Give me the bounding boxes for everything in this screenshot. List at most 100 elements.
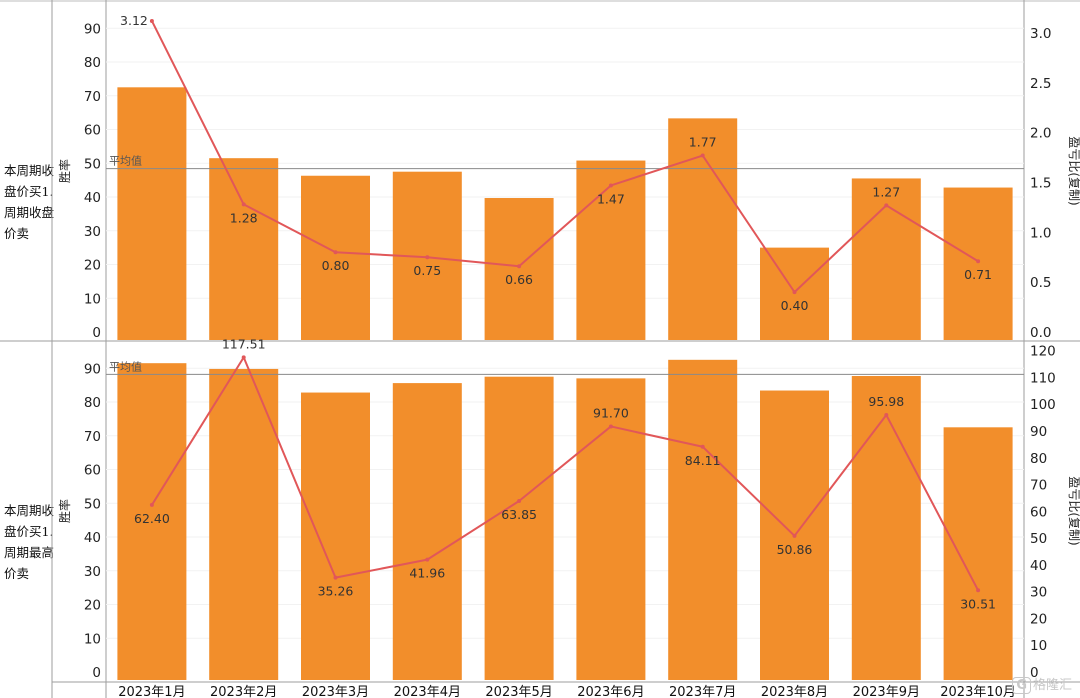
line-data-label: 3.12: [120, 13, 148, 28]
line-point: [976, 259, 981, 264]
y-tick-label: 50: [84, 496, 101, 512]
y2-tick-label: 70: [1030, 478, 1047, 494]
y2-tick-label: 3.0: [1030, 26, 1051, 42]
line-data-label: 91.70: [593, 405, 629, 420]
line-point: [517, 264, 522, 269]
bar: [392, 383, 462, 680]
y-tick-label: 0: [92, 325, 101, 341]
line-data-label: 0.66: [505, 272, 533, 287]
y2-tick-label: 100: [1030, 397, 1056, 413]
x-tick-label: 2023年1月: [118, 685, 185, 698]
y-tick-label: 90: [84, 361, 101, 377]
y2-tick-label: 1.5: [1030, 175, 1051, 191]
y2-tick-label: 0: [1030, 665, 1039, 681]
average-line-label: 平均值: [109, 155, 142, 168]
y-tick-label: 10: [84, 631, 101, 647]
x-tick-label: 2023年9月: [853, 685, 920, 698]
line-data-label: 1.28: [230, 210, 258, 225]
average-line-label: 平均值: [109, 360, 142, 373]
bar: [668, 118, 738, 340]
line-data-label: 1.27: [872, 184, 900, 199]
y2-tick-label: 110: [1030, 370, 1056, 386]
y2-tick-label: 50: [1030, 531, 1047, 547]
y2-axis-title: 盈亏比(复制): [1067, 476, 1080, 545]
bar: [484, 376, 554, 680]
y-tick-label: 80: [84, 55, 101, 71]
x-tick-label: 2023年3月: [302, 685, 369, 698]
y-tick-label: 50: [84, 156, 101, 172]
bar: [301, 175, 370, 340]
bar: [209, 158, 279, 340]
line-data-label: 50.86: [777, 542, 813, 557]
bar: [117, 363, 187, 680]
bar: [851, 376, 921, 680]
line-data-label: 62.40: [134, 511, 170, 526]
line-data-label: 84.11: [685, 453, 721, 468]
bar: [943, 427, 1013, 680]
line-point: [700, 153, 705, 158]
profit-loss-line: [151, 356, 979, 591]
x-tick-label: 2023年5月: [485, 685, 552, 698]
line-data-label: 117.51: [222, 336, 266, 351]
line-point: [792, 533, 797, 538]
line-point: [149, 18, 154, 23]
y-tick-label: 40: [84, 190, 101, 206]
line-point: [884, 412, 889, 417]
x-tick-label: 2023年4月: [394, 685, 461, 698]
y2-tick-label: 2.5: [1030, 76, 1051, 92]
line-data-label: 1.77: [689, 135, 717, 150]
bar: [943, 187, 1013, 340]
y2-tick-label: 1.0: [1030, 225, 1051, 241]
x-tick-label: 2023年8月: [761, 685, 828, 698]
line-point: [976, 588, 981, 593]
y-tick-label: 10: [84, 291, 101, 307]
line-point: [149, 502, 154, 507]
row-label-bottom: 本周期收盘价买1.周期最高价卖: [4, 503, 55, 581]
y2-tick-label: 60: [1030, 504, 1047, 520]
bar: [668, 359, 738, 680]
line-point: [517, 499, 522, 504]
line-point: [425, 557, 430, 562]
line-data-label: 0.75: [413, 263, 441, 278]
bar: [576, 378, 646, 680]
y-tick-label: 20: [84, 598, 101, 614]
bar: [301, 392, 370, 680]
row-label-top: 本周期收盘价买1.周期收盘价卖: [4, 163, 55, 241]
line-data-label: 0.40: [781, 298, 809, 313]
line-point: [241, 355, 246, 360]
line-point: [333, 250, 338, 255]
y-tick-label: 30: [84, 564, 101, 580]
y-axis-title: 胜率: [57, 159, 72, 183]
line-point: [884, 203, 889, 208]
x-tick-label: 2023年6月: [577, 685, 644, 698]
y2-tick-label: 80: [1030, 451, 1047, 467]
line-point: [608, 424, 613, 429]
y2-tick-label: 10: [1030, 638, 1047, 654]
y-tick-label: 70: [84, 89, 101, 105]
y2-tick-label: 90: [1030, 424, 1047, 440]
y2-tick-label: 20: [1030, 611, 1047, 627]
y-axis-title: 胜率: [57, 499, 72, 523]
y-tick-label: 30: [84, 224, 101, 240]
line-data-label: 95.98: [868, 394, 904, 409]
y2-tick-label: 0.0: [1030, 325, 1051, 341]
bar: [484, 198, 554, 340]
x-tick-label: 2023年2月: [210, 685, 277, 698]
line-data-label: 0.80: [322, 258, 350, 273]
bar: [851, 178, 921, 340]
profit-loss-line: [151, 20, 979, 294]
line-data-label: 63.85: [501, 507, 537, 522]
line-data-label: 1.47: [597, 191, 625, 206]
y2-tick-label: 40: [1030, 558, 1047, 574]
y-tick-label: 60: [84, 123, 101, 139]
watermark-text: 格隆汇: [1032, 678, 1072, 693]
x-tick-label: 2023年7月: [669, 685, 736, 698]
line-data-label: 30.51: [960, 596, 996, 611]
y-tick-label: 80: [84, 395, 101, 411]
y-tick-label: 40: [84, 530, 101, 546]
y2-tick-label: 120: [1030, 344, 1056, 360]
line-point: [608, 183, 613, 188]
y2-axis-title: 盈亏比(复制): [1067, 136, 1080, 205]
y2-tick-label: 30: [1030, 585, 1047, 601]
